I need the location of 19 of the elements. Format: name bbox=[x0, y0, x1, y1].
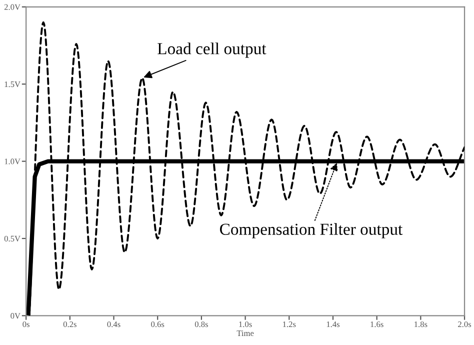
x-tick-label: 1.4s bbox=[326, 322, 340, 328]
x-axis-title: Time bbox=[236, 330, 254, 336]
x-tick-label: 0.6s bbox=[151, 321, 164, 328]
x-tick-label: 0.8s bbox=[194, 321, 208, 328]
annotation: Load cell output bbox=[158, 42, 266, 58]
x-tick-label: 1.8s bbox=[414, 321, 428, 328]
x-tick-label: 0s bbox=[22, 321, 30, 328]
y-tick-label: 0.5V bbox=[4, 236, 20, 242]
x-tick-label: 1.6s bbox=[370, 321, 384, 328]
y-tick-label: 1.0V bbox=[4, 158, 20, 164]
annotation: Compensation Filter output bbox=[220, 223, 403, 238]
x-tick-label: 1.0s bbox=[239, 321, 252, 328]
y-tick-label: 0V bbox=[10, 313, 20, 319]
x-tick-label: 1.2s bbox=[283, 321, 296, 328]
x-tick-label: 0.4s bbox=[107, 321, 120, 328]
x-tick-label: 2.0s bbox=[458, 321, 472, 328]
y-tick-label: 1.5V bbox=[4, 81, 20, 88]
x-tick-label: 0.2s bbox=[63, 321, 76, 328]
y-tick-label: 2.0V bbox=[4, 4, 20, 10]
